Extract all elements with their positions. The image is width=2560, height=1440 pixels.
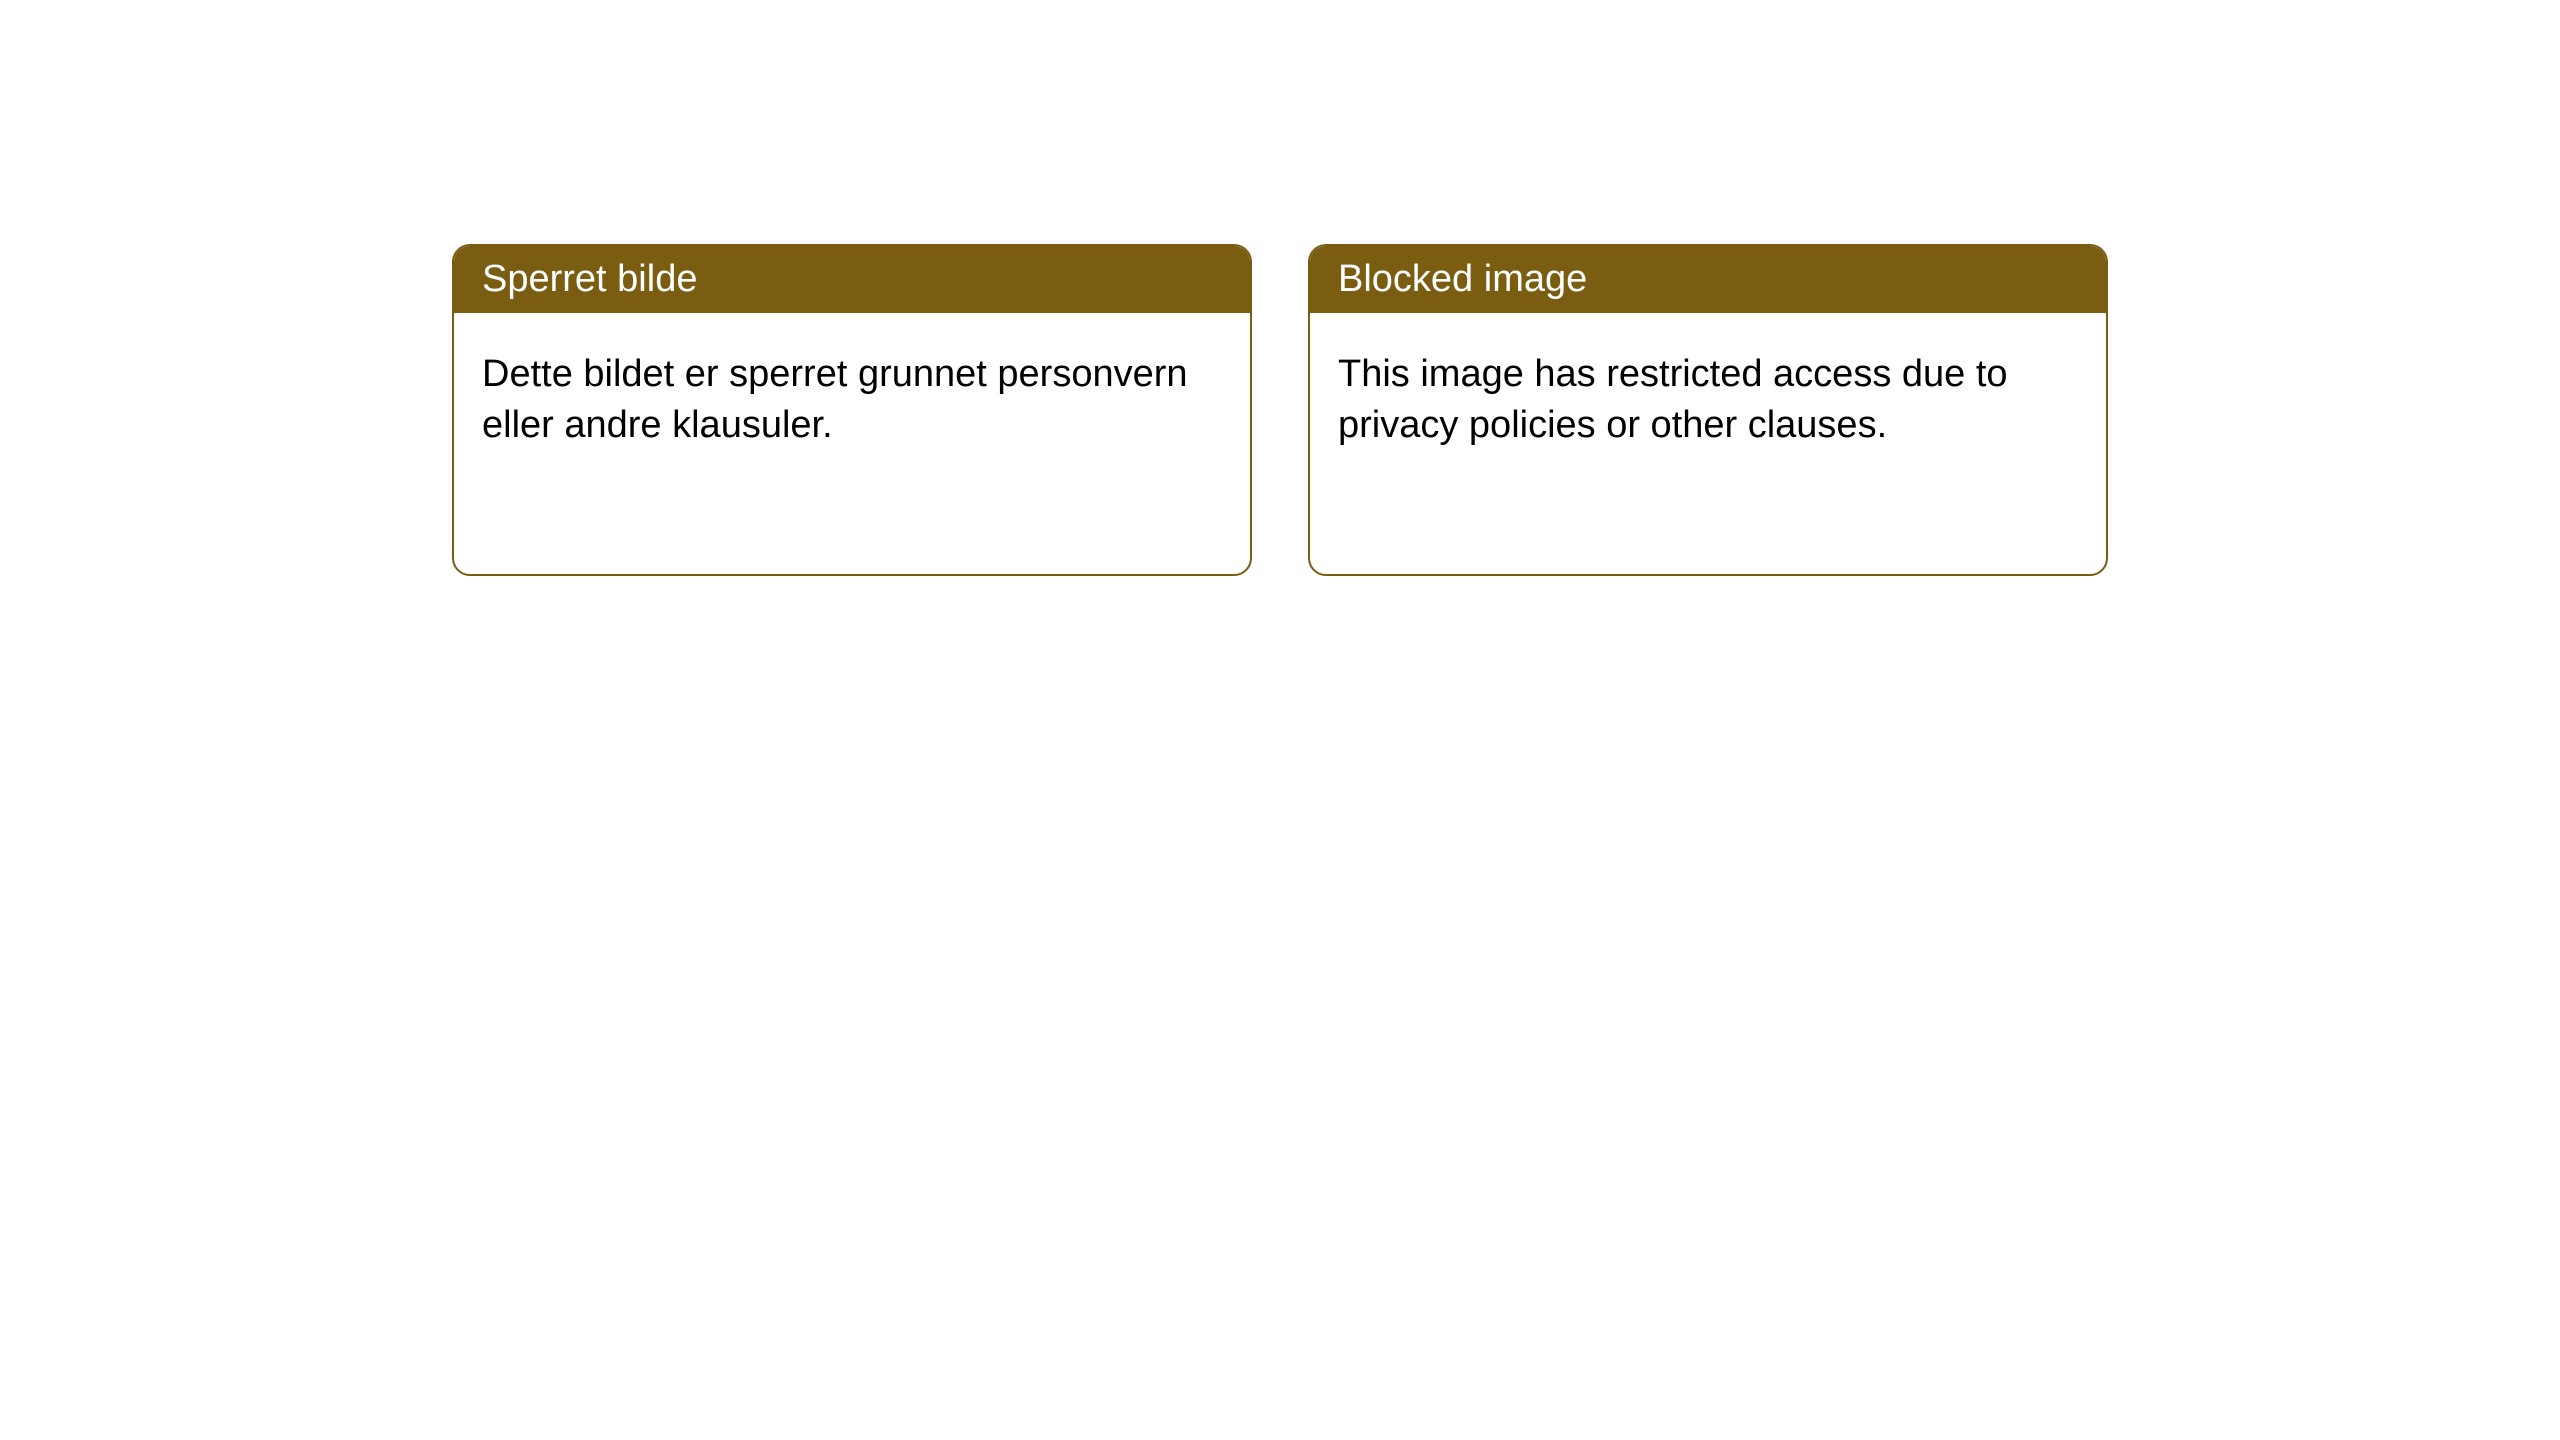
card-body-text: This image has restricted access due to … [1338,353,2008,446]
card-title: Sperret bilde [482,258,697,300]
card-header: Sperret bilde [454,246,1250,313]
card-body-text: Dette bildet er sperret grunnet personve… [482,353,1188,446]
card-title: Blocked image [1338,258,1587,300]
card-header: Blocked image [1310,246,2106,313]
notice-card-english: Blocked image This image has restricted … [1308,244,2108,576]
notice-cards-container: Sperret bilde Dette bildet er sperret gr… [0,0,2560,576]
card-body: Dette bildet er sperret grunnet personve… [454,313,1250,488]
notice-card-norwegian: Sperret bilde Dette bildet er sperret gr… [452,244,1252,576]
card-body: This image has restricted access due to … [1310,313,2106,488]
